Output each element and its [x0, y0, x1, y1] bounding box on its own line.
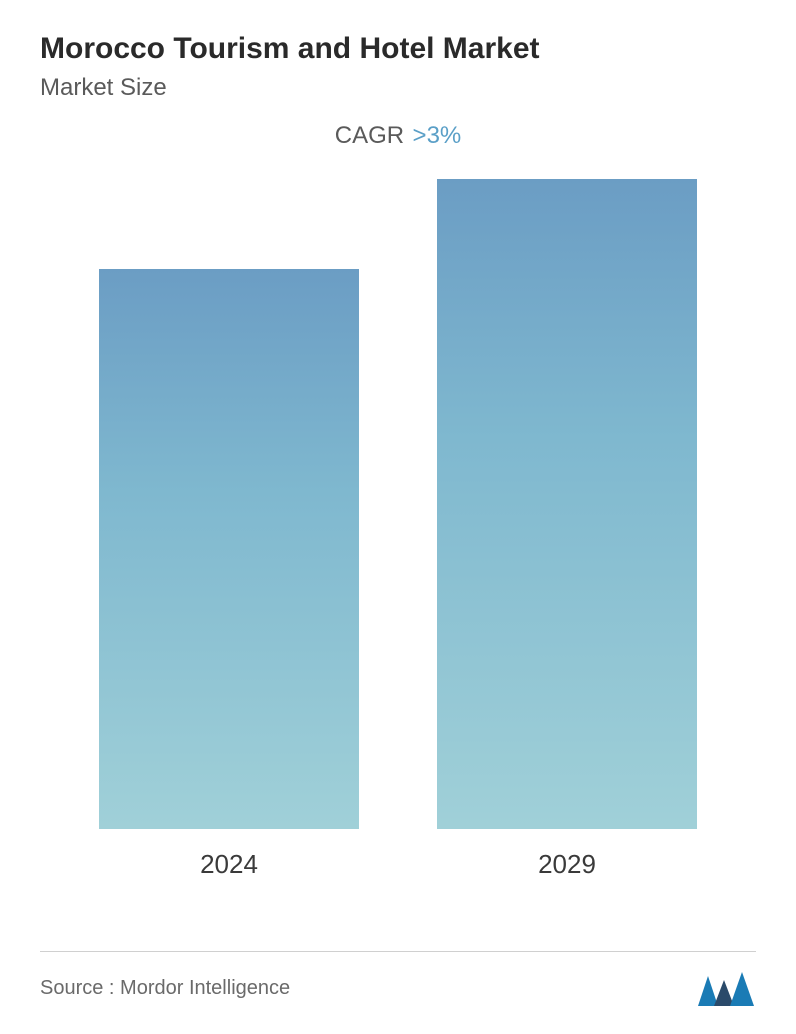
source-text: Source : Mordor Intelligence [40, 977, 290, 1000]
bar-group-0: 2024 [77, 269, 381, 880]
cagr-value: >3% [413, 122, 462, 149]
bar-1 [437, 179, 697, 829]
chart-footer: Source : Mordor Intelligence [40, 951, 756, 1008]
chart-title: Morocco Tourism and Hotel Market [40, 32, 756, 66]
bar-label-1: 2029 [538, 849, 596, 880]
chart-subtitle: Market Size [40, 74, 756, 102]
bar-0 [99, 269, 359, 829]
cagr-container: CAGR >3% [40, 122, 756, 150]
chart-area: 2024 2029 [40, 160, 756, 880]
brand-logo-icon [696, 968, 756, 1008]
cagr-label: CAGR [335, 122, 404, 149]
bar-label-0: 2024 [200, 849, 258, 880]
bar-group-1: 2029 [415, 179, 719, 880]
